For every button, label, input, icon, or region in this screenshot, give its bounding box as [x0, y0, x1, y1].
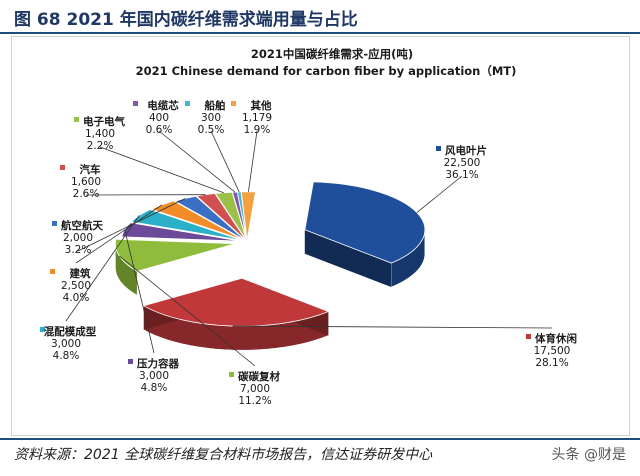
pie-slice-5: [150, 200, 244, 241]
slice-value-8: 1,400: [85, 128, 115, 140]
figure-title: 图 68 2021 年国内碳纤维需求端用量与占比: [14, 10, 358, 30]
label-marker-4: [40, 327, 45, 332]
slice-name-9: 电缆芯: [147, 99, 179, 112]
slice-name-2: 碳碳复材: [238, 370, 280, 383]
slice-value-7: 1,600: [71, 176, 101, 188]
label-marker-5: [50, 269, 55, 274]
pie-slice-6: [174, 195, 246, 241]
leader-line-9: [158, 130, 236, 193]
chart-subtitle: 2021 Chinese demand for carbon fiber by …: [136, 64, 517, 78]
pie-slice-1: [142, 277, 330, 327]
slice-percent-10: 0.5%: [198, 124, 225, 136]
label-marker-7: [60, 165, 65, 170]
pie-slices: [115, 181, 426, 351]
leader-line-5: [75, 204, 163, 264]
source-note: 资料来源：2021 全球碳纤维复合材料市场报告，信达证券研发中心: [14, 447, 433, 463]
slice-percent-8: 2.2%: [87, 140, 114, 152]
leader-line-1: [232, 325, 553, 329]
label-marker-1: [526, 334, 531, 339]
pie-chart: 2021中国碳纤维需求-应用(吨) 2021 Chinese demand fo…: [40, 47, 577, 407]
slice-name-0: 风电叶片: [445, 144, 487, 157]
figure-header: 图 68 2021 年国内碳纤维需求端用量与占比: [0, 0, 640, 34]
slice-name-3: 压力容器: [137, 357, 179, 370]
slice-percent-7: 2.6%: [73, 188, 100, 200]
slice-percent-6: 3.2%: [65, 244, 92, 256]
slice-percent-0: 36.1%: [445, 169, 478, 181]
slice-value-6: 2,000: [63, 232, 93, 244]
leader-line-6: [77, 198, 186, 252]
label-marker-6: [52, 221, 57, 226]
label-marker-9: [133, 101, 138, 106]
slice-value-0: 22,500: [444, 157, 481, 169]
slice-percent-2: 11.2%: [238, 395, 271, 407]
slice-percent-9: 0.6%: [146, 124, 173, 136]
slice-cut-0-1: [304, 229, 392, 288]
slice-value-2: 7,000: [240, 383, 270, 395]
slice-value-5: 2,500: [61, 280, 91, 292]
label-marker-8: [74, 117, 79, 122]
watermark-text: 头条 @财是: [551, 447, 626, 463]
label-marker-11: [231, 101, 236, 106]
label-marker-2: [229, 372, 234, 377]
leader-line-3: [124, 229, 155, 354]
slice-value-4: 3,000: [51, 338, 81, 350]
slice-name-1: 体育休闲: [535, 332, 577, 345]
slice-name-6: 航空航天: [61, 219, 103, 232]
chart-title: 2021中国碳纤维需求-应用(吨): [251, 47, 413, 61]
slice-name-7: 汽车: [80, 163, 101, 176]
label-marker-0: [436, 146, 441, 151]
slice-name-11: 其他: [251, 99, 272, 112]
slice-percent-11: 1.9%: [244, 124, 271, 136]
slice-name-5: 建筑: [69, 267, 91, 280]
pie-slice-7: [195, 193, 246, 241]
leader-line-2: [119, 255, 256, 367]
slice-percent-5: 4.0%: [63, 292, 90, 304]
pie-slice-4: [130, 209, 242, 241]
footer-divider: [0, 438, 640, 440]
slice-name-10: 船舶: [205, 99, 226, 112]
label-marker-10: [185, 101, 190, 106]
slice-value-10: 300: [201, 112, 221, 124]
slice-value-3: 3,000: [139, 370, 169, 382]
slice-percent-1: 28.1%: [535, 357, 568, 369]
slice-name-8: 电子电气: [83, 115, 125, 128]
slice-value-11: 1,179: [242, 112, 272, 124]
leader-line-11: [248, 130, 258, 192]
slice-percent-4: 4.8%: [53, 350, 80, 362]
slice-name-4: 混配模成型: [44, 325, 97, 338]
chart-panel: 2021中国碳纤维需求-应用(吨) 2021 Chinese demand fo…: [11, 36, 630, 436]
slice-labels: 风电叶片22,50036.1%体育休闲17,50028.1%碳碳复材7,0001…: [40, 99, 577, 407]
slice-value-9: 400: [149, 112, 169, 124]
label-marker-3: [128, 359, 133, 364]
leader-line-10: [210, 130, 240, 193]
slice-value-1: 17,500: [534, 345, 571, 357]
slice-percent-3: 4.8%: [141, 382, 168, 394]
leader-line-4: [65, 215, 140, 322]
leader-line-0: [416, 175, 463, 213]
leader-line-8: [99, 146, 224, 194]
